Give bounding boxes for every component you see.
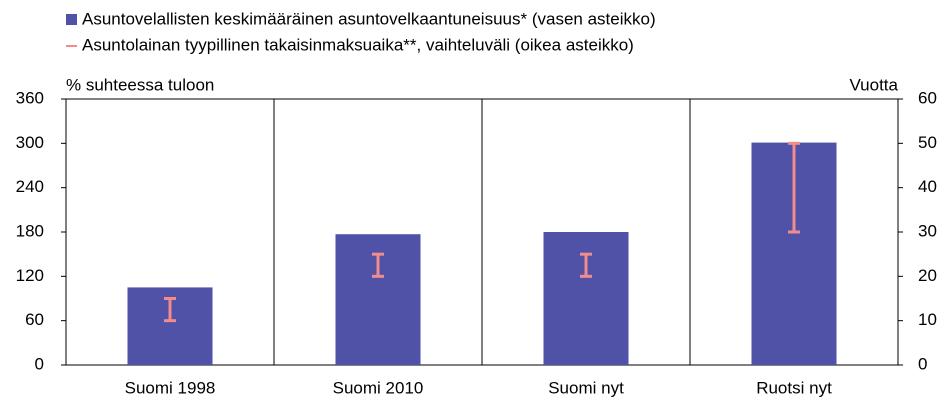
range-bar xyxy=(580,252,592,278)
y-tick-label: 0 xyxy=(35,354,44,373)
y2-tick-label: 40 xyxy=(918,177,937,196)
y-tick-label: 60 xyxy=(25,310,44,329)
y-axis-label: % suhteessa tuloon xyxy=(66,75,214,94)
x-tick-label: Suomi 1998 xyxy=(125,378,216,397)
y-tick-label: 360 xyxy=(16,88,44,107)
range-bar xyxy=(372,252,384,278)
y-tick-label: 240 xyxy=(16,177,44,196)
range-bar xyxy=(164,297,176,323)
y-tick-label: 300 xyxy=(16,133,44,152)
legend-label: Asuntolainan tyypillinen takaisinmaksuai… xyxy=(82,35,634,54)
y2-tick-label: 30 xyxy=(918,221,937,240)
y2-tick-label: 20 xyxy=(918,266,937,285)
y2-tick-label: 60 xyxy=(918,88,937,107)
legend-label: Asuntovelallisten keskimääräinen asuntov… xyxy=(82,9,656,28)
y2-tick-label: 0 xyxy=(918,354,927,373)
y2-tick-label: 50 xyxy=(918,133,937,152)
bar xyxy=(543,232,629,365)
legend-swatch-bar xyxy=(66,14,77,25)
range-bar xyxy=(788,141,800,234)
y2-tick-label: 10 xyxy=(918,310,937,329)
x-tick-label: Suomi nyt xyxy=(548,378,624,397)
y2-axis-label: Vuotta xyxy=(849,75,898,94)
x-tick-label: Suomi 2010 xyxy=(333,378,424,397)
y-tick-label: 120 xyxy=(16,266,44,285)
y-tick-label: 180 xyxy=(16,221,44,240)
x-tick-label: Ruotsi nyt xyxy=(756,378,832,397)
